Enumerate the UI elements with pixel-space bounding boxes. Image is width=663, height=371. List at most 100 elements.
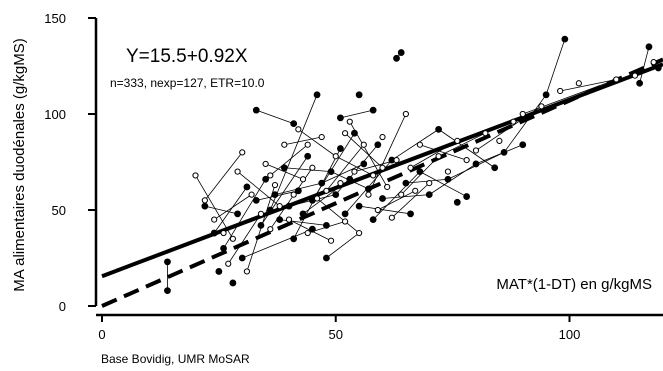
data-point-filled	[280, 164, 288, 172]
connection-line	[391, 129, 439, 161]
x-axis-label: MAT*(1-DT) en g/kgMS	[496, 276, 652, 293]
connection-line	[335, 155, 374, 176]
data-point-open	[234, 168, 241, 175]
y-tick-label: 150	[44, 11, 66, 26]
data-point-open	[435, 153, 442, 160]
data-point-filled	[318, 179, 326, 187]
data-point-open	[379, 164, 386, 171]
connection-line	[419, 144, 467, 161]
data-point-filled	[276, 216, 284, 224]
source-caption: Base Bovidig, UMR MoSAR	[101, 352, 250, 366]
data-point-filled	[346, 175, 354, 183]
y-tick-label: 100	[44, 107, 66, 122]
data-point-filled	[252, 196, 260, 204]
data-points	[164, 35, 662, 295]
connection-line	[368, 113, 407, 195]
data-point-open	[388, 214, 395, 221]
data-point-filled	[369, 106, 377, 114]
connection-line	[340, 109, 374, 119]
data-point-open	[374, 206, 381, 214]
data-point-open	[613, 76, 620, 83]
data-point-filled	[294, 187, 302, 195]
connection-line	[344, 132, 383, 169]
data-point-open	[220, 229, 227, 237]
data-point-filled	[561, 35, 569, 43]
data-point-open	[463, 156, 470, 164]
connection-line	[382, 194, 430, 199]
connection-line	[639, 46, 650, 84]
data-point-open	[384, 183, 391, 191]
data-point-open	[519, 110, 526, 118]
data-point-filled	[322, 221, 330, 229]
data-point-filled	[365, 185, 372, 193]
regression-line-dashed	[101, 57, 663, 308]
data-point-filled	[262, 175, 270, 183]
data-point-filled	[374, 141, 382, 149]
data-point-open	[482, 130, 489, 137]
data-point-filled	[238, 254, 246, 262]
data-point-filled	[542, 91, 550, 99]
data-point-open	[360, 141, 367, 148]
data-point-filled	[337, 145, 344, 152]
data-point-filled	[322, 254, 330, 262]
regression-equation: Y=15.5+0.92X	[126, 46, 248, 67]
connection-line	[242, 228, 313, 259]
data-point-open	[267, 172, 274, 179]
connection-line	[429, 163, 477, 195]
data-point-filled	[351, 129, 358, 137]
data-point-open	[323, 187, 330, 194]
data-point-open	[351, 168, 358, 175]
data-point-open	[444, 168, 452, 175]
data-point-filled	[220, 244, 227, 252]
connection-line	[204, 152, 243, 201]
data-point-open	[356, 229, 363, 237]
regression-stats: n=333, nexp=127, ETR=10.0	[110, 76, 265, 90]
data-point-open	[575, 80, 582, 87]
data-point-open	[337, 180, 344, 187]
data-point-open	[243, 268, 251, 275]
y-axis-label: MA alimentaires duodénales (g/kgMS)	[11, 38, 28, 291]
data-point-open	[454, 137, 461, 144]
data-point-filled	[210, 229, 218, 237]
data-point-open	[304, 141, 311, 148]
data-point-filled	[500, 148, 508, 156]
connection-line	[438, 132, 486, 157]
data-point-open	[557, 87, 564, 95]
data-point-open	[402, 110, 409, 118]
data-point-open	[290, 191, 297, 198]
connection-line	[284, 167, 332, 172]
data-point-open	[496, 137, 503, 144]
connection-line	[269, 94, 318, 211]
data-point-open	[262, 160, 269, 168]
data-point-filled	[285, 202, 293, 210]
data-point-open	[370, 172, 377, 179]
tick-labels: 0 50 100 150 0 50 100	[44, 11, 580, 342]
data-point-filled	[397, 49, 405, 56]
data-point-filled	[463, 193, 471, 200]
tick-marks	[88, 17, 571, 322]
data-point-filled	[519, 141, 527, 149]
data-point-filled	[313, 91, 321, 99]
data-point-open	[342, 218, 349, 225]
connection-line	[213, 186, 248, 234]
data-point-open	[248, 191, 255, 198]
data-point-open	[426, 180, 433, 187]
data-point-filled	[234, 210, 241, 218]
data-point-filled	[355, 91, 363, 99]
data-point-filled	[290, 235, 298, 243]
data-point-open	[538, 103, 545, 110]
connection-line	[475, 144, 523, 165]
data-point-open	[365, 191, 372, 198]
data-point-open	[239, 149, 246, 156]
data-point-open	[379, 133, 386, 141]
data-point-open	[211, 216, 218, 223]
connection-line	[522, 79, 617, 115]
data-point-open	[318, 133, 325, 141]
connection-line	[237, 171, 280, 207]
data-point-filled	[407, 210, 414, 218]
y-tick-label: 50	[52, 203, 66, 218]
connection-line	[270, 144, 308, 176]
data-point-open	[285, 216, 293, 223]
data-point-filled	[636, 79, 644, 87]
